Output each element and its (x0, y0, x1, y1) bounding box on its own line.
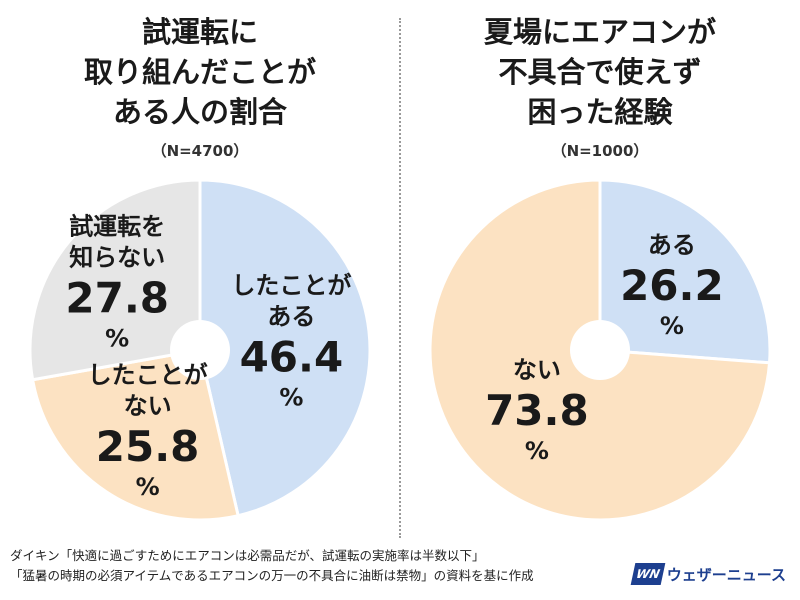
brand-name: ウェザーニュース (666, 565, 786, 584)
slice-label: 知らない (69, 244, 165, 272)
chart-title-line: ある人の割合 (112, 95, 287, 129)
pie-slice (598, 178, 772, 365)
pie-center-hole (170, 320, 230, 380)
slice-value-label: 26.2 (620, 261, 724, 310)
slice-label: ある (648, 231, 696, 259)
slice-value-label: 73.8 (485, 386, 589, 435)
slice-unit-label: % (105, 325, 129, 353)
brand-logo: WN ウェザーニュース (630, 563, 786, 585)
sample-size-label: （N=1000） (551, 142, 649, 160)
pie-center-hole (570, 320, 630, 380)
slice-unit-label: % (136, 473, 160, 501)
pie-slice (198, 178, 372, 518)
chart-title-line: 夏場にエアコンが (483, 15, 716, 49)
source-note-line: 「猛暑の時期の必須アイテムであるエアコンの万一の不具合に油断は禁物」の資料を基に… (10, 568, 534, 583)
pie-slice (30, 348, 240, 522)
slice-label: したことが (88, 361, 208, 389)
slice-label: したことが (231, 272, 351, 300)
slice-value-label: 27.8 (65, 274, 169, 323)
chart-panel-trial-run: 試運転に 取り組んだことが ある人の割合 （N=4700） したことが ある 46.… (0, 0, 400, 540)
chart-title-line: 困った経験 (527, 95, 673, 129)
slice-unit-label: % (660, 312, 684, 340)
slice-label: ない (513, 356, 561, 384)
source-note: ダイキン「快適に過ごすためにエアコンは必需品だが、試運転の実施率は半数以下」 「… (10, 546, 534, 586)
chart-title: 夏場にエアコンが 不具合で使えず 困った経験 (400, 12, 800, 132)
slice-unit-label: % (525, 437, 549, 465)
slice-label: ない (124, 392, 172, 420)
chart-title-line: 取り組んだことが (83, 55, 316, 89)
chart-panel-aircon-trouble: 夏場にエアコンが 不具合で使えず 困った経験 （N=1000） ある 26.2% な… (400, 0, 800, 540)
source-note-line: ダイキン「快適に過ごすためにエアコンは必需品だが、試運転の実施率は半数以下」 (10, 548, 485, 563)
slice-label: 試運転を (69, 213, 165, 241)
slice-value-label: 46.4 (240, 333, 344, 382)
panel-divider (399, 18, 401, 538)
pie-slice (28, 178, 202, 382)
chart-title-line: 試運転に (141, 15, 258, 49)
slice-value-label: 25.8 (96, 422, 200, 471)
slice-label: ある (267, 303, 315, 331)
brand-mark-icon: WN (630, 563, 666, 585)
slice-unit-label: % (279, 384, 303, 412)
chart-title-line: 不具合で使えず (498, 55, 702, 89)
sample-size-label: （N=4700） (151, 142, 249, 160)
chart-title: 試運転に 取り組んだことが ある人の割合 (0, 12, 400, 132)
